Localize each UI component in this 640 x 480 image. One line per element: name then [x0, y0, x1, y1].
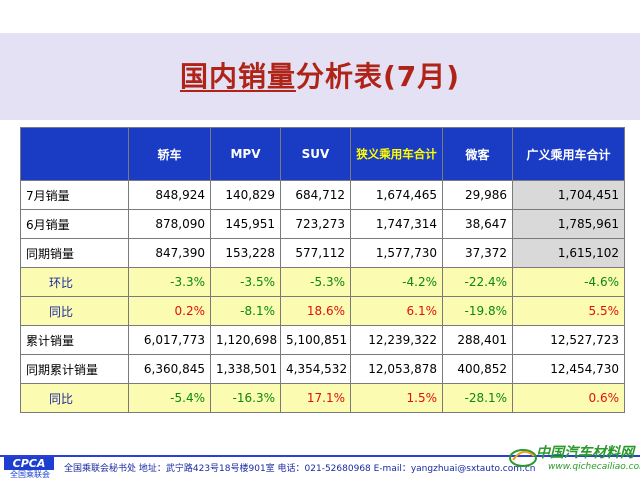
table-cell: 12,053,878 [350, 354, 443, 384]
table-cell: 37,372 [442, 238, 513, 268]
table-cell: -8.1% [210, 296, 281, 326]
table-row: 同比 -5.4% -16.3% 17.1% 1.5% -28.1% 0.6% [20, 383, 625, 413]
watermark-name: 中国汽车材料网 [536, 445, 634, 461]
header-cell: 轿车 [128, 127, 211, 181]
watermark-url: www.qichecailiao.com [548, 462, 640, 472]
table-cell: -22.4% [442, 267, 513, 297]
row-label: 同期销量 [20, 238, 129, 268]
table-cell: 5,100,851 [280, 325, 351, 355]
row-label: 环比 [20, 267, 129, 297]
table-cell: 684,712 [280, 180, 351, 210]
table-cell: 847,390 [128, 238, 211, 268]
table-cell: 6.1% [350, 296, 443, 326]
header-cell: SUV [280, 127, 351, 181]
sales-table: 轿车 MPV SUV 狭义乘用车合计 微客 广义乘用车合计 7月销量 848,92… [20, 127, 625, 413]
table-cell: 12,454,730 [512, 354, 625, 384]
table-cell: 145,951 [210, 209, 281, 239]
row-label: 累计销量 [20, 325, 129, 355]
table-cell: 400,852 [442, 354, 513, 384]
table-cell: 153,228 [210, 238, 281, 268]
row-label: 同期累计销量 [20, 354, 129, 384]
table-cell: 29,986 [442, 180, 513, 210]
footer-divider [0, 455, 640, 457]
header-cell [20, 127, 129, 181]
table-cell: -19.8% [442, 296, 513, 326]
table-cell: 38,647 [442, 209, 513, 239]
table-cell: 1,120,698 [210, 325, 281, 355]
table-cell: 12,527,723 [512, 325, 625, 355]
title-band [0, 33, 640, 120]
title-part1: 国内销量 [179, 60, 296, 93]
table-cell: 0.2% [128, 296, 211, 326]
page-title: 国内销量分析表(7月) [0, 55, 640, 95]
table-cell: 1,704,451 [512, 180, 625, 210]
footer-contact: 全国乘联会秘书处 地址：武宁路423号18号楼901室 电话：021-52680… [64, 464, 536, 474]
table-cell: 848,924 [128, 180, 211, 210]
header-cell: 狭义乘用车合计 [350, 127, 443, 181]
table-header-row: 轿车 MPV SUV 狭义乘用车合计 微客 广义乘用车合计 [20, 127, 625, 181]
watermark: 中国汽车材料网 www.qichecailiao.com [508, 440, 640, 478]
table-row: 同期销量 847,390 153,228 577,112 1,577,730 37,372… [20, 238, 625, 268]
table-cell: 6,017,773 [128, 325, 211, 355]
row-label: 7月销量 [20, 180, 129, 210]
table-cell: 1,577,730 [350, 238, 443, 268]
table-cell: -5.3% [280, 267, 351, 297]
table-row: 累计销量 6,017,773 1,120,698 5,100,851 12,239,32… [20, 325, 625, 355]
table-cell: 5.5% [512, 296, 625, 326]
cpca-logo: CPCA 全国乘联会 [4, 457, 56, 479]
table-cell: 1,785,961 [512, 209, 625, 239]
table-cell: 1,615,102 [512, 238, 625, 268]
table-cell: 723,273 [280, 209, 351, 239]
table-cell: 4,354,532 [280, 354, 351, 384]
table-row: 7月销量 848,924 140,829 684,712 1,674,465 29,986… [20, 180, 625, 210]
header-cell: MPV [210, 127, 281, 181]
title-part2: 分析表(7月) [295, 60, 461, 93]
table-cell: -16.3% [210, 383, 281, 413]
table-cell: 1.5% [350, 383, 443, 413]
table-cell: 140,829 [210, 180, 281, 210]
table-cell: 1,338,501 [210, 354, 281, 384]
table-cell: 577,112 [280, 238, 351, 268]
table-cell: 1,747,314 [350, 209, 443, 239]
table-cell: 18.6% [280, 296, 351, 326]
table-cell: -28.1% [442, 383, 513, 413]
table-cell: 878,090 [128, 209, 211, 239]
logo-subtext: 全国乘联会 [10, 470, 50, 479]
table-cell: -5.4% [128, 383, 211, 413]
table-cell: -4.6% [512, 267, 625, 297]
header-cell: 微客 [442, 127, 513, 181]
table-row: 同比 0.2% -8.1% 18.6% 6.1% -19.8% 5.5% [20, 296, 625, 326]
row-label: 同比 [20, 296, 129, 326]
table-cell: 0.6% [512, 383, 625, 413]
table-row: 6月销量 878,090 145,951 723,273 1,747,314 38,647… [20, 209, 625, 239]
row-label: 6月销量 [20, 209, 129, 239]
table-cell: 17.1% [280, 383, 351, 413]
row-label: 同比 [20, 383, 129, 413]
logo-text: CPCA [4, 457, 54, 470]
table-cell: 1,674,465 [350, 180, 443, 210]
table-cell: 6,360,845 [128, 354, 211, 384]
table-row: 环比 -3.3% -3.5% -5.3% -4.2% -22.4% -4.6% [20, 267, 625, 297]
table-cell: -3.5% [210, 267, 281, 297]
table-cell: 288,401 [442, 325, 513, 355]
table-row: 同期累计销量 6,360,845 1,338,501 4,354,532 12,053,… [20, 354, 625, 384]
table-cell: 12,239,322 [350, 325, 443, 355]
header-cell: 广义乘用车合计 [512, 127, 625, 181]
table-cell: -4.2% [350, 267, 443, 297]
car-logo-icon [509, 449, 537, 467]
table-cell: -3.3% [128, 267, 211, 297]
